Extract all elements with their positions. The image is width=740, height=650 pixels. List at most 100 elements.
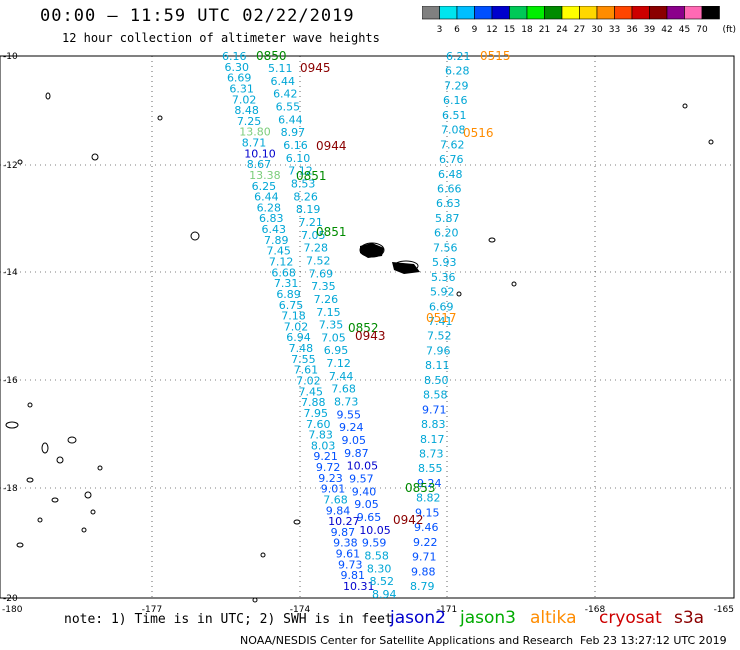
west-track-value: 7.68	[323, 493, 348, 506]
island-samoa-east	[392, 262, 420, 274]
island-outline	[81, 527, 87, 533]
legend-cryosat: cryosat	[599, 608, 662, 628]
mid-track-value: 7.05	[301, 229, 326, 242]
west-track-value: 6.28	[257, 201, 282, 214]
west-track-value: 7.31	[274, 277, 299, 290]
east-track-value: 8.82	[416, 492, 441, 505]
east-track-value: 5.92	[430, 286, 455, 299]
island-outline	[511, 281, 517, 287]
west-track-value: 6.43	[262, 223, 287, 236]
island-outline	[16, 542, 24, 548]
west-track-value: 6.30	[224, 61, 249, 74]
colorbar-tick-label: 42	[661, 25, 672, 35]
island-outline	[190, 231, 200, 241]
colorbar-tick-label: 45	[679, 25, 690, 35]
mid-track-value: 8.73	[334, 396, 359, 409]
island-outline	[252, 597, 258, 603]
pass-time-label: 0852	[348, 321, 379, 335]
island-outline	[488, 237, 496, 243]
west-track-value: 10.10	[244, 147, 276, 160]
west-track-value: 9.87	[331, 526, 356, 539]
west-track-value: 8.48	[234, 104, 258, 117]
island-outline	[84, 491, 92, 499]
mid-track-value: 9.87	[344, 447, 369, 460]
colorbar-tick-label: 6	[454, 25, 460, 35]
y-tick-label: -20	[3, 594, 18, 604]
island-outline	[51, 497, 59, 503]
pass-time-label: 0517	[426, 311, 457, 325]
west-track-value: 6.83	[259, 212, 284, 225]
mid-track-value: 8.97	[281, 126, 306, 139]
y-tick-label: -16	[3, 376, 18, 386]
footer-date: Feb 23 13:27:12 UTC 2019	[580, 634, 727, 647]
east-track-value: 9.46	[414, 521, 439, 534]
west-track-value: 7.61	[294, 364, 319, 377]
colorbar-swatch	[701, 6, 720, 20]
island-outline	[157, 115, 163, 121]
mid-track-value: 9.40	[352, 485, 377, 498]
mid-track-value: 9.57	[349, 473, 374, 486]
legend-altika: altika	[530, 608, 577, 628]
west-track-value: 6.16	[222, 50, 247, 63]
mid-track-value: 8.52	[369, 575, 394, 588]
west-track-value: 6.75	[279, 299, 304, 312]
mid-track-value: 7.28	[304, 242, 329, 255]
mid-track-value: 7.12	[288, 165, 313, 178]
mid-track-value: 7.35	[319, 319, 344, 332]
east-track-value: 6.51	[442, 109, 467, 122]
pass-time-label: 0516	[463, 126, 494, 140]
east-track-value: 5.93	[432, 256, 457, 269]
footer-credit: NOAA/NESDIS Center for Satellite Applica…	[240, 634, 574, 647]
west-track-value: 7.02	[296, 374, 321, 387]
mid-track-value: 7.12	[326, 357, 351, 370]
mid-track-value: 7.35	[311, 280, 336, 293]
island-outline	[26, 477, 34, 483]
mid-track-value: 6.55	[276, 100, 301, 113]
mid-track-value: 6.44	[271, 75, 296, 88]
x-tick-label: -174	[290, 605, 311, 615]
x-tick-label: -168	[585, 605, 606, 615]
x-tick-label: -180	[2, 605, 23, 615]
mid-track-value: 8.26	[293, 190, 318, 203]
colorbar-tick-label: 70	[696, 25, 708, 35]
west-track-value: 6.69	[227, 72, 252, 85]
mid-track-value: 7.05	[321, 331, 346, 344]
mid-track-value: 9.24	[339, 421, 364, 434]
island-outline	[67, 436, 77, 444]
legend-jason3: jason3	[460, 608, 516, 628]
west-track-value: 7.25	[237, 115, 262, 128]
y-tick-label: -12	[3, 161, 18, 171]
west-track-value: 9.21	[313, 450, 338, 463]
west-track-value: 7.12	[269, 256, 294, 269]
mid-track-value: 8.94	[372, 588, 397, 601]
west-track-value: 13.38	[249, 169, 281, 182]
map-frame	[0, 55, 735, 599]
east-track-value: 8.11	[425, 359, 450, 372]
east-track-value: 9.15	[415, 506, 440, 519]
y-tick-label: -14	[3, 268, 18, 278]
mid-track-value: 9.05	[354, 498, 379, 511]
island-outline	[17, 159, 23, 165]
east-track-value: 7.52	[427, 330, 452, 343]
east-track-value: 7.56	[433, 241, 458, 254]
x-tick-label: -177	[142, 605, 162, 615]
east-track-value: 9.71	[412, 551, 437, 564]
pass-time-label: 0853	[405, 481, 436, 495]
mid-track-value: 9.59	[362, 537, 387, 550]
east-track-value: 9.88	[411, 565, 436, 578]
mid-track-value: 6.95	[324, 344, 349, 357]
east-track-value: 9.24	[417, 477, 442, 490]
east-track-value: 6.21	[446, 50, 471, 63]
colorbar-tick-label: 39	[644, 25, 656, 35]
east-track-value: 5.36	[431, 271, 456, 284]
mid-track-value: 7.26	[314, 293, 339, 306]
west-track-value: 9.38	[333, 537, 358, 550]
west-track-value: 10.27	[328, 515, 360, 528]
west-track-value: 6.31	[229, 82, 254, 95]
x-tick-label: -165	[714, 605, 734, 615]
colorbar-tick-label: 21	[539, 25, 550, 35]
mid-track-value: 6.10	[286, 152, 311, 165]
west-track-value: 7.45	[266, 245, 291, 258]
west-track-value: 7.83	[308, 429, 333, 442]
west-track-value: 9.61	[336, 548, 361, 561]
